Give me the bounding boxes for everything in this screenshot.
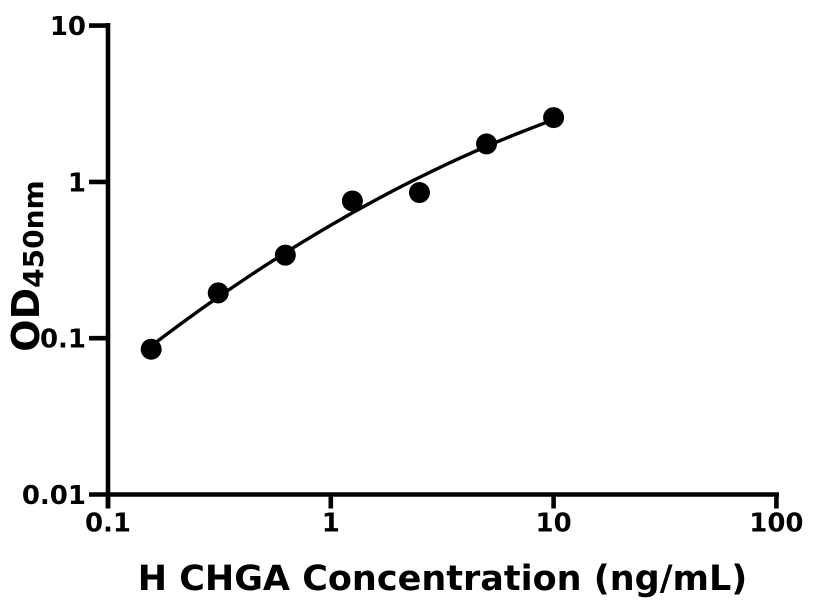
- y-axis-title-main: OD: [4, 287, 48, 352]
- data-point: [341, 190, 363, 212]
- data-point: [476, 133, 498, 155]
- x-tick-label: 0.1: [85, 509, 131, 539]
- data-point: [543, 107, 565, 129]
- data-point: [408, 182, 430, 204]
- data-point: [274, 244, 296, 266]
- data-point: [140, 338, 162, 360]
- y-tick-label: 10: [50, 12, 86, 42]
- x-tick-label: 100: [749, 509, 803, 539]
- y-axis-title-subscript: 450nm: [17, 180, 50, 288]
- x-tick-label: 1: [322, 509, 340, 539]
- y-tick-label: 1: [68, 168, 86, 198]
- y-axis-title: OD 450nm: [4, 180, 50, 351]
- data-point: [207, 282, 229, 304]
- x-tick-label: 10: [536, 509, 572, 539]
- y-tick-label: 0.1: [40, 325, 86, 355]
- x-axis-title: H CHGA Concentration (ng/mL): [137, 559, 748, 599]
- fit-curve: [149, 118, 556, 348]
- y-tick-label: 0.01: [22, 481, 86, 511]
